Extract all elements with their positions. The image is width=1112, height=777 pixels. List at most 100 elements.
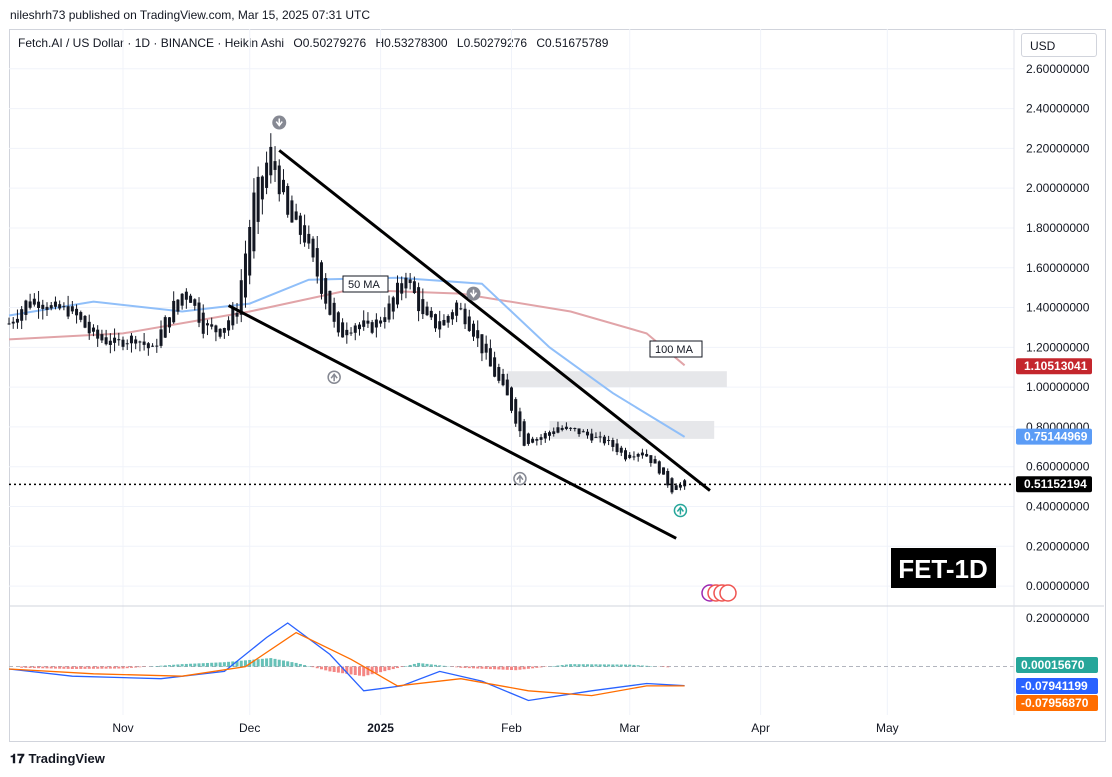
candle-body (455, 302, 459, 316)
candle-body (180, 293, 184, 306)
ma50-annotation-box (342, 275, 389, 293)
candle-body (121, 339, 125, 347)
candle-body (189, 295, 193, 303)
candle-body (670, 478, 674, 493)
candle-body (281, 179, 285, 193)
currency-button[interactable]: USD (1021, 33, 1097, 57)
candle-body (286, 186, 290, 215)
candle-body (488, 348, 492, 367)
candle-body (319, 262, 323, 294)
y-tick-label: 1.80000000 (1026, 221, 1090, 235)
macd-histogram-bar (222, 662, 226, 667)
macd-histogram-bar (117, 666, 121, 669)
signal-line (8, 631, 685, 697)
macd-histogram-bar (24, 666, 28, 668)
macd-histogram-bar (471, 666, 475, 669)
y-tick-label: 0.20000000 (1026, 539, 1090, 553)
candle-body (260, 176, 264, 200)
candle-body (193, 299, 197, 306)
candle-body (569, 427, 573, 429)
macd-histogram-bar (408, 664, 412, 667)
macd-histogram-bar (526, 666, 530, 669)
macd-histogram-bar (602, 664, 606, 667)
candle-body (395, 282, 399, 305)
macd-histogram-bar (134, 666, 138, 668)
candle-body (581, 431, 585, 433)
legend-high: H0.53278300 (375, 36, 448, 50)
macd-histogram-bar (560, 665, 564, 667)
macd-histogram-bar (324, 666, 328, 671)
candle-body (214, 325, 218, 333)
y-tick-label: 0.00000000 (1026, 579, 1090, 593)
candle-body (370, 322, 374, 333)
macd-histogram-bar (505, 666, 509, 670)
macd-histogram-bar (32, 666, 36, 669)
macd-histogram-bar (277, 659, 281, 667)
candle-body (429, 310, 433, 318)
macd-histogram-bar (197, 663, 201, 667)
candle-body (476, 330, 480, 339)
candle-body (619, 447, 623, 453)
candle-body (624, 450, 628, 460)
macd-histogram-bar (535, 666, 539, 668)
candle-body (62, 306, 66, 308)
price-badge (1016, 358, 1092, 375)
arrow-down-glyph (275, 118, 283, 127)
candle-body (269, 146, 273, 176)
macd-histogram-bar (58, 666, 62, 669)
candle-body (421, 299, 425, 315)
y-tick-label: 2.00000000 (1026, 181, 1090, 195)
candle-body (412, 281, 416, 294)
candle-body (218, 328, 222, 337)
x-tick-label: Nov (112, 721, 133, 735)
candle-body (598, 436, 602, 438)
candle-body (615, 443, 619, 453)
x-tick-label: 2025 (367, 721, 394, 735)
macd-histogram-bar (243, 660, 247, 667)
macd-histogram-bar (87, 666, 91, 669)
macd-histogram-bar (260, 658, 264, 667)
candle-body (129, 335, 133, 344)
ma100-annotation: 100 MA (655, 344, 694, 356)
macd-histogram-bar (476, 666, 480, 669)
candle-body (467, 316, 471, 331)
candle-body (653, 459, 657, 464)
macd-histogram-bar (167, 665, 171, 667)
macd-histogram-bar (218, 662, 222, 667)
candle-body (134, 339, 138, 344)
macd-histogram-bar (100, 666, 104, 669)
candle-body (303, 225, 307, 243)
candle-body (117, 339, 121, 341)
candle-body (463, 308, 467, 325)
x-tick-label: Dec (239, 721, 260, 735)
candle-body (273, 161, 277, 170)
price-badge (1016, 428, 1092, 445)
macd-histogram-bar (129, 666, 133, 668)
macd-histogram-bar (184, 663, 188, 667)
macd-histogram-bar (294, 662, 298, 667)
macd-histogram-bar (362, 666, 366, 677)
macd-histogram-bar (510, 666, 513, 671)
candle-body (556, 427, 560, 433)
macd-histogram-bar (497, 666, 501, 670)
macd-histogram-bar (49, 666, 53, 669)
candle-body (315, 248, 319, 277)
candle-body (493, 357, 497, 377)
macd-histogram-bar (70, 666, 74, 669)
macd-histogram-bar (125, 666, 129, 669)
macd-histogram-bar (645, 665, 649, 667)
macd-histogram-bar (265, 658, 269, 667)
macd-histogram-bar (357, 666, 361, 676)
candle-body (159, 329, 163, 346)
candle-body (163, 317, 167, 338)
candle-body (366, 320, 370, 324)
candle-body (222, 328, 226, 333)
macd-histogram-bar (298, 663, 302, 667)
macd-histogram-bar (210, 662, 214, 667)
macd-y-tick: 0.20000000 (1026, 611, 1090, 625)
macd-histogram-bar (214, 662, 218, 667)
macd-histogram-bar (345, 666, 349, 674)
macd-histogram-bar (96, 666, 100, 669)
macd-histogram-bar (66, 666, 70, 669)
